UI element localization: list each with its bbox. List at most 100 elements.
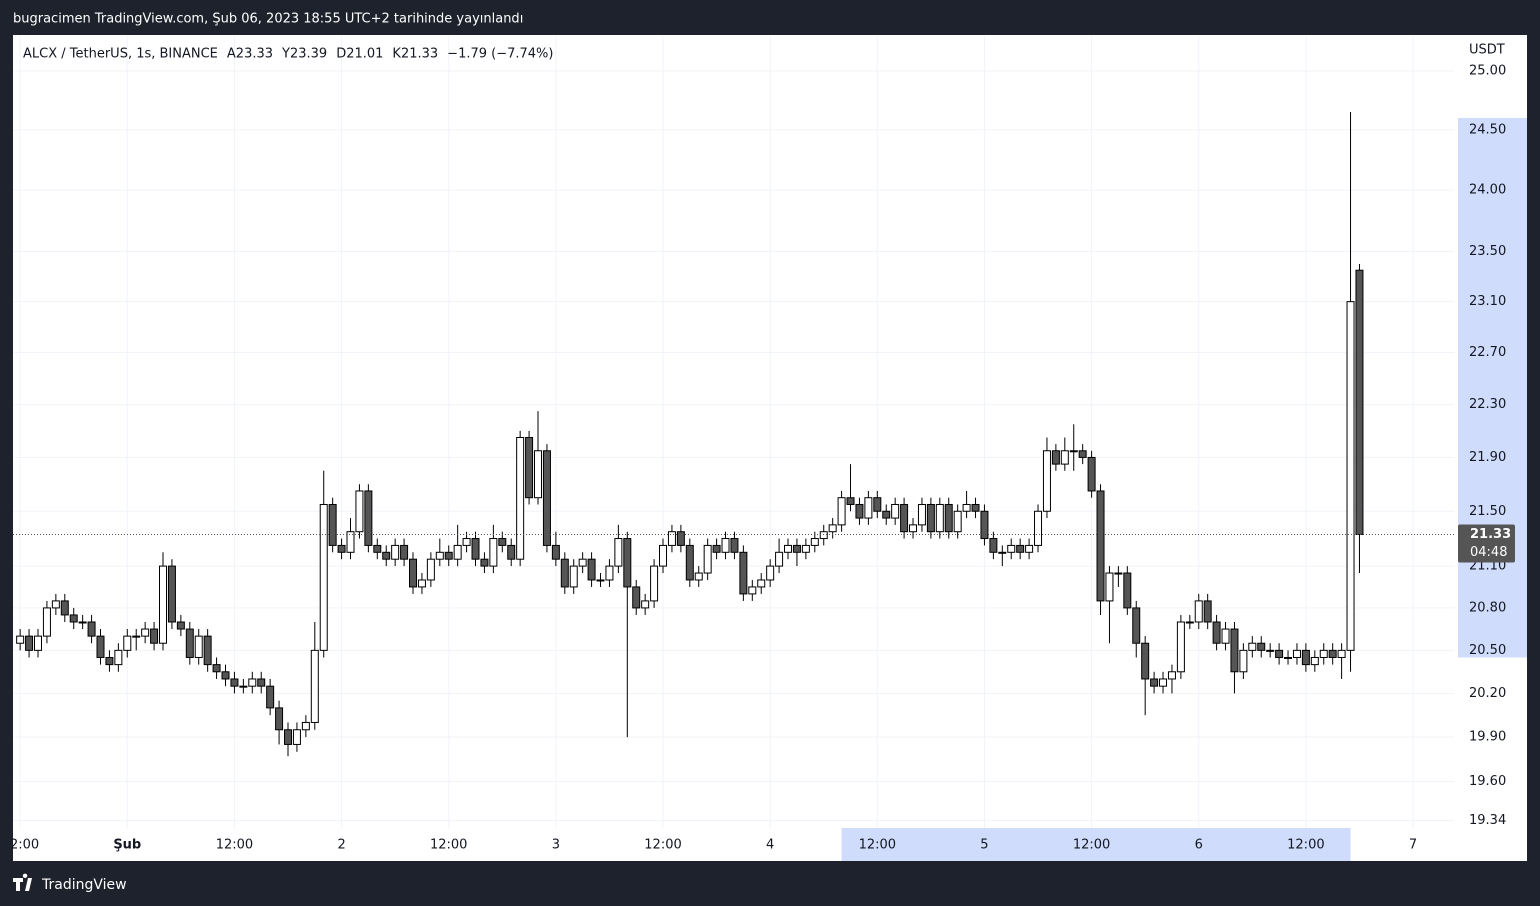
- candle-body: [25, 635, 34, 651]
- candle-body: [837, 497, 846, 526]
- candle-body: [560, 558, 569, 588]
- candle-body: [989, 538, 998, 553]
- candle-body: [748, 586, 757, 595]
- candle-body: [489, 538, 498, 567]
- x-tick-label: 5: [980, 838, 988, 853]
- candle-body: [319, 503, 328, 651]
- candle-body: [292, 729, 301, 745]
- candle-body: [382, 551, 391, 560]
- candle-body: [578, 558, 587, 567]
- candle-body: [667, 531, 676, 546]
- candle-body: [1239, 649, 1248, 673]
- candle-body: [1266, 649, 1275, 652]
- candle-body: [962, 503, 971, 512]
- candle-body: [864, 497, 873, 519]
- candle-body: [855, 503, 864, 519]
- candle-body: [1310, 656, 1319, 666]
- candle-body: [1230, 628, 1239, 673]
- last-price-tag: [1458, 524, 1515, 563]
- candle-body: [1292, 649, 1301, 658]
- candle-body: [328, 503, 337, 546]
- candle-body: [953, 510, 962, 533]
- legend: ALCX / TetherUS, 1s, BINANCE A23.33 Y23.…: [23, 47, 553, 62]
- candle-body: [69, 614, 78, 623]
- candle-body: [909, 524, 918, 533]
- candle-body: [391, 544, 400, 560]
- candle-body: [453, 544, 462, 560]
- candle-body: [1016, 544, 1025, 553]
- countdown: 04:48: [1470, 545, 1507, 560]
- candle-body: [1346, 301, 1355, 651]
- candle-body: [239, 685, 248, 688]
- candle-body: [623, 538, 632, 588]
- candle-body: [1257, 642, 1266, 651]
- candle-body: [1176, 621, 1185, 673]
- y-axis-highlight: [1458, 117, 1527, 658]
- y-tick-label: 20.20: [1469, 686, 1506, 701]
- candle-body: [364, 490, 373, 546]
- candle-body: [1275, 649, 1284, 658]
- y-tick-label: 22.30: [1469, 397, 1506, 412]
- candle-body: [310, 649, 319, 723]
- candle-body: [784, 544, 793, 553]
- candle-body: [775, 551, 784, 567]
- axes: 25.00 24.50 24.00 23.50 23.10 22.70 22.30 21.90…: [10, 35, 1515, 861]
- candle-body: [1087, 456, 1096, 492]
- candle-body: [703, 544, 712, 574]
- candle-body: [444, 551, 453, 560]
- candle-body: [1319, 649, 1328, 658]
- candle-body: [650, 565, 659, 602]
- high-value: Y23.39: [281, 47, 327, 62]
- candle-body: [42, 607, 51, 637]
- candle-body: [551, 544, 560, 560]
- candle-body: [587, 558, 596, 581]
- candle-body: [498, 538, 507, 546]
- y-tick-label: 21.50: [1469, 504, 1506, 519]
- candle-body: [739, 551, 748, 595]
- x-tick-label: 12:00: [859, 838, 896, 853]
- candle-body: [730, 538, 739, 553]
- candle-body: [150, 628, 159, 644]
- candle-body: [1194, 600, 1203, 623]
- candle-body: [1141, 642, 1150, 680]
- candle-body: [1025, 544, 1034, 553]
- candle-body: [1167, 671, 1176, 680]
- candle-body: [248, 678, 257, 687]
- candle-body: [275, 707, 284, 731]
- candle-body: [1105, 572, 1114, 602]
- symbol: ALCX / TetherUS, 1s, BINANCE: [23, 47, 218, 62]
- candle-body: [346, 531, 355, 553]
- candle-body: [1248, 642, 1257, 651]
- candle-body: [230, 678, 239, 687]
- x-tick-label: 2:00: [10, 838, 39, 853]
- candle-body: [471, 538, 480, 560]
- candle-body: [462, 538, 471, 546]
- candle-body: [435, 551, 444, 560]
- candle-body: [123, 635, 132, 651]
- candle-body: [1042, 450, 1051, 512]
- change-value: −1.79 (−7.74%): [447, 47, 553, 62]
- candle-body: [917, 503, 926, 526]
- x-tick-label: 12:00: [216, 838, 253, 853]
- candle-body: [944, 503, 953, 533]
- candle-body: [60, 600, 69, 616]
- candle-body: [757, 579, 766, 588]
- candle-body: [819, 531, 828, 540]
- candle-body: [266, 685, 275, 709]
- candle-body: [810, 538, 819, 546]
- candle-body: [998, 551, 1007, 554]
- y-tick-label: 23.50: [1469, 244, 1506, 259]
- x-tick-label: 2: [337, 838, 345, 853]
- candle-body: [1159, 678, 1168, 687]
- y-tick-label: 22.70: [1469, 345, 1506, 360]
- candle-body: [194, 635, 203, 658]
- candle-body: [1132, 607, 1141, 644]
- candle-body: [480, 558, 489, 567]
- candle-body: [721, 538, 730, 553]
- candle-body: [87, 621, 96, 637]
- candle-body: [685, 544, 694, 581]
- candle-body: [1355, 269, 1364, 535]
- candle-body: [212, 664, 221, 673]
- candle-body: [1123, 572, 1132, 609]
